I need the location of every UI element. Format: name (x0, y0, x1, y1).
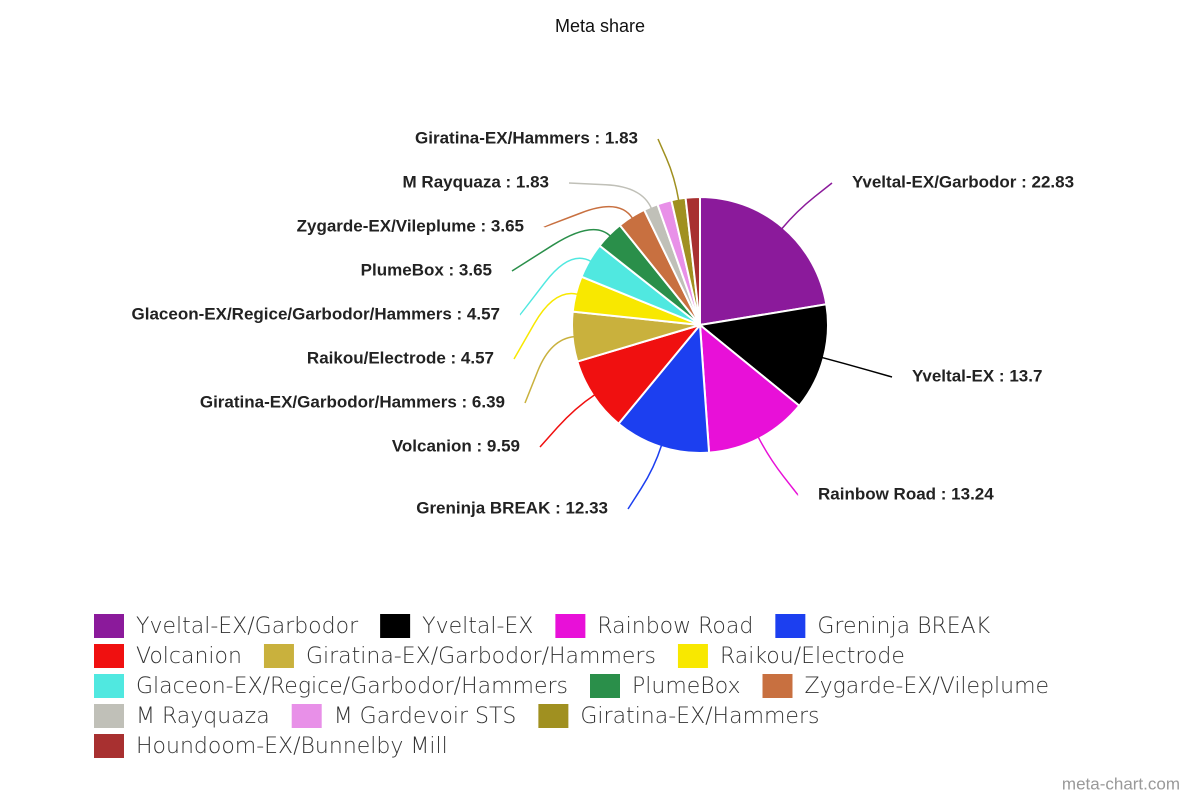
watermark: meta-chart.com (1062, 774, 1180, 793)
legend-label: Greninja BREAK (817, 614, 990, 639)
leader-line (568, 182, 653, 210)
leader-line (543, 205, 634, 228)
legend-label: Giratina-EX/Hammers (580, 704, 819, 729)
data-label: Yveltal-EX/Garbodor : 22.83 (852, 172, 1074, 191)
leader-line (781, 182, 833, 230)
leader-line (627, 444, 663, 510)
legend-swatch (94, 704, 124, 728)
legend-swatch (263, 644, 294, 668)
legend-label: Rainbow Road (597, 614, 753, 639)
legend-swatch (555, 614, 586, 638)
legend-label: M Rayquaza (136, 704, 270, 729)
leader-line (821, 356, 893, 378)
legend-label: Glaceon-EX/Regice/Garbodor/Hammers (136, 674, 568, 699)
legend-swatch (291, 704, 322, 728)
data-label: Yveltal-EX : 13.7 (912, 366, 1042, 385)
leader-line (657, 138, 680, 201)
legend-label: M Gardevoir STS (334, 704, 517, 729)
data-label: Giratina-EX/Garbodor/Hammers : 6.39 (200, 392, 505, 411)
legend-swatch (94, 674, 124, 698)
legend-swatch (538, 704, 569, 728)
data-label: Glaceon-EX/Regice/Garbodor/Hammers : 4.5… (132, 304, 500, 323)
legend-swatch (762, 674, 793, 698)
leader-line (539, 393, 596, 448)
data-label: Raikou/Electrode : 4.57 (307, 348, 494, 367)
chart-title: Meta share (555, 16, 645, 36)
pie-slice (684, 195, 701, 326)
legend-swatch (94, 644, 124, 668)
data-label: Giratina-EX/Hammers : 1.83 (415, 128, 638, 147)
legend-label: Yveltal-EX/Garbodor (136, 614, 359, 639)
legend-label: Giratina-EX/Garbodor/Hammers (306, 644, 656, 669)
legend-label: Raikou/Electrode (720, 644, 905, 669)
data-label: Zygarde-EX/Vileplume : 3.65 (297, 216, 524, 235)
data-label: Volcanion : 9.59 (392, 436, 520, 455)
legend-label: Volcanion (136, 644, 242, 669)
legend-swatch (380, 614, 411, 638)
legend-swatch (775, 614, 806, 638)
legend-swatch (94, 614, 124, 638)
leader-line (524, 335, 575, 404)
legend-swatch (94, 734, 124, 758)
legend-swatch (590, 674, 620, 698)
legend-label: PlumeBox (632, 674, 741, 699)
data-label: Greninja BREAK : 12.33 (416, 498, 608, 517)
legend-label: Houndoom-EX/Bunnelby Mill (136, 734, 448, 759)
leader-line (513, 292, 578, 360)
data-label: M Rayquaza : 1.83 (403, 172, 549, 191)
leader-line (519, 257, 592, 316)
leader-line (757, 436, 799, 496)
data-label: PlumeBox : 3.65 (361, 260, 492, 279)
data-label: Rainbow Road : 13.24 (818, 484, 994, 503)
legend-label: Yveltal-EX (422, 614, 533, 639)
legend-label: Zygarde-EX/Vileplume (805, 674, 1050, 699)
leader-line (511, 228, 612, 272)
pie-slice (699, 195, 828, 327)
legend-swatch (677, 644, 708, 668)
